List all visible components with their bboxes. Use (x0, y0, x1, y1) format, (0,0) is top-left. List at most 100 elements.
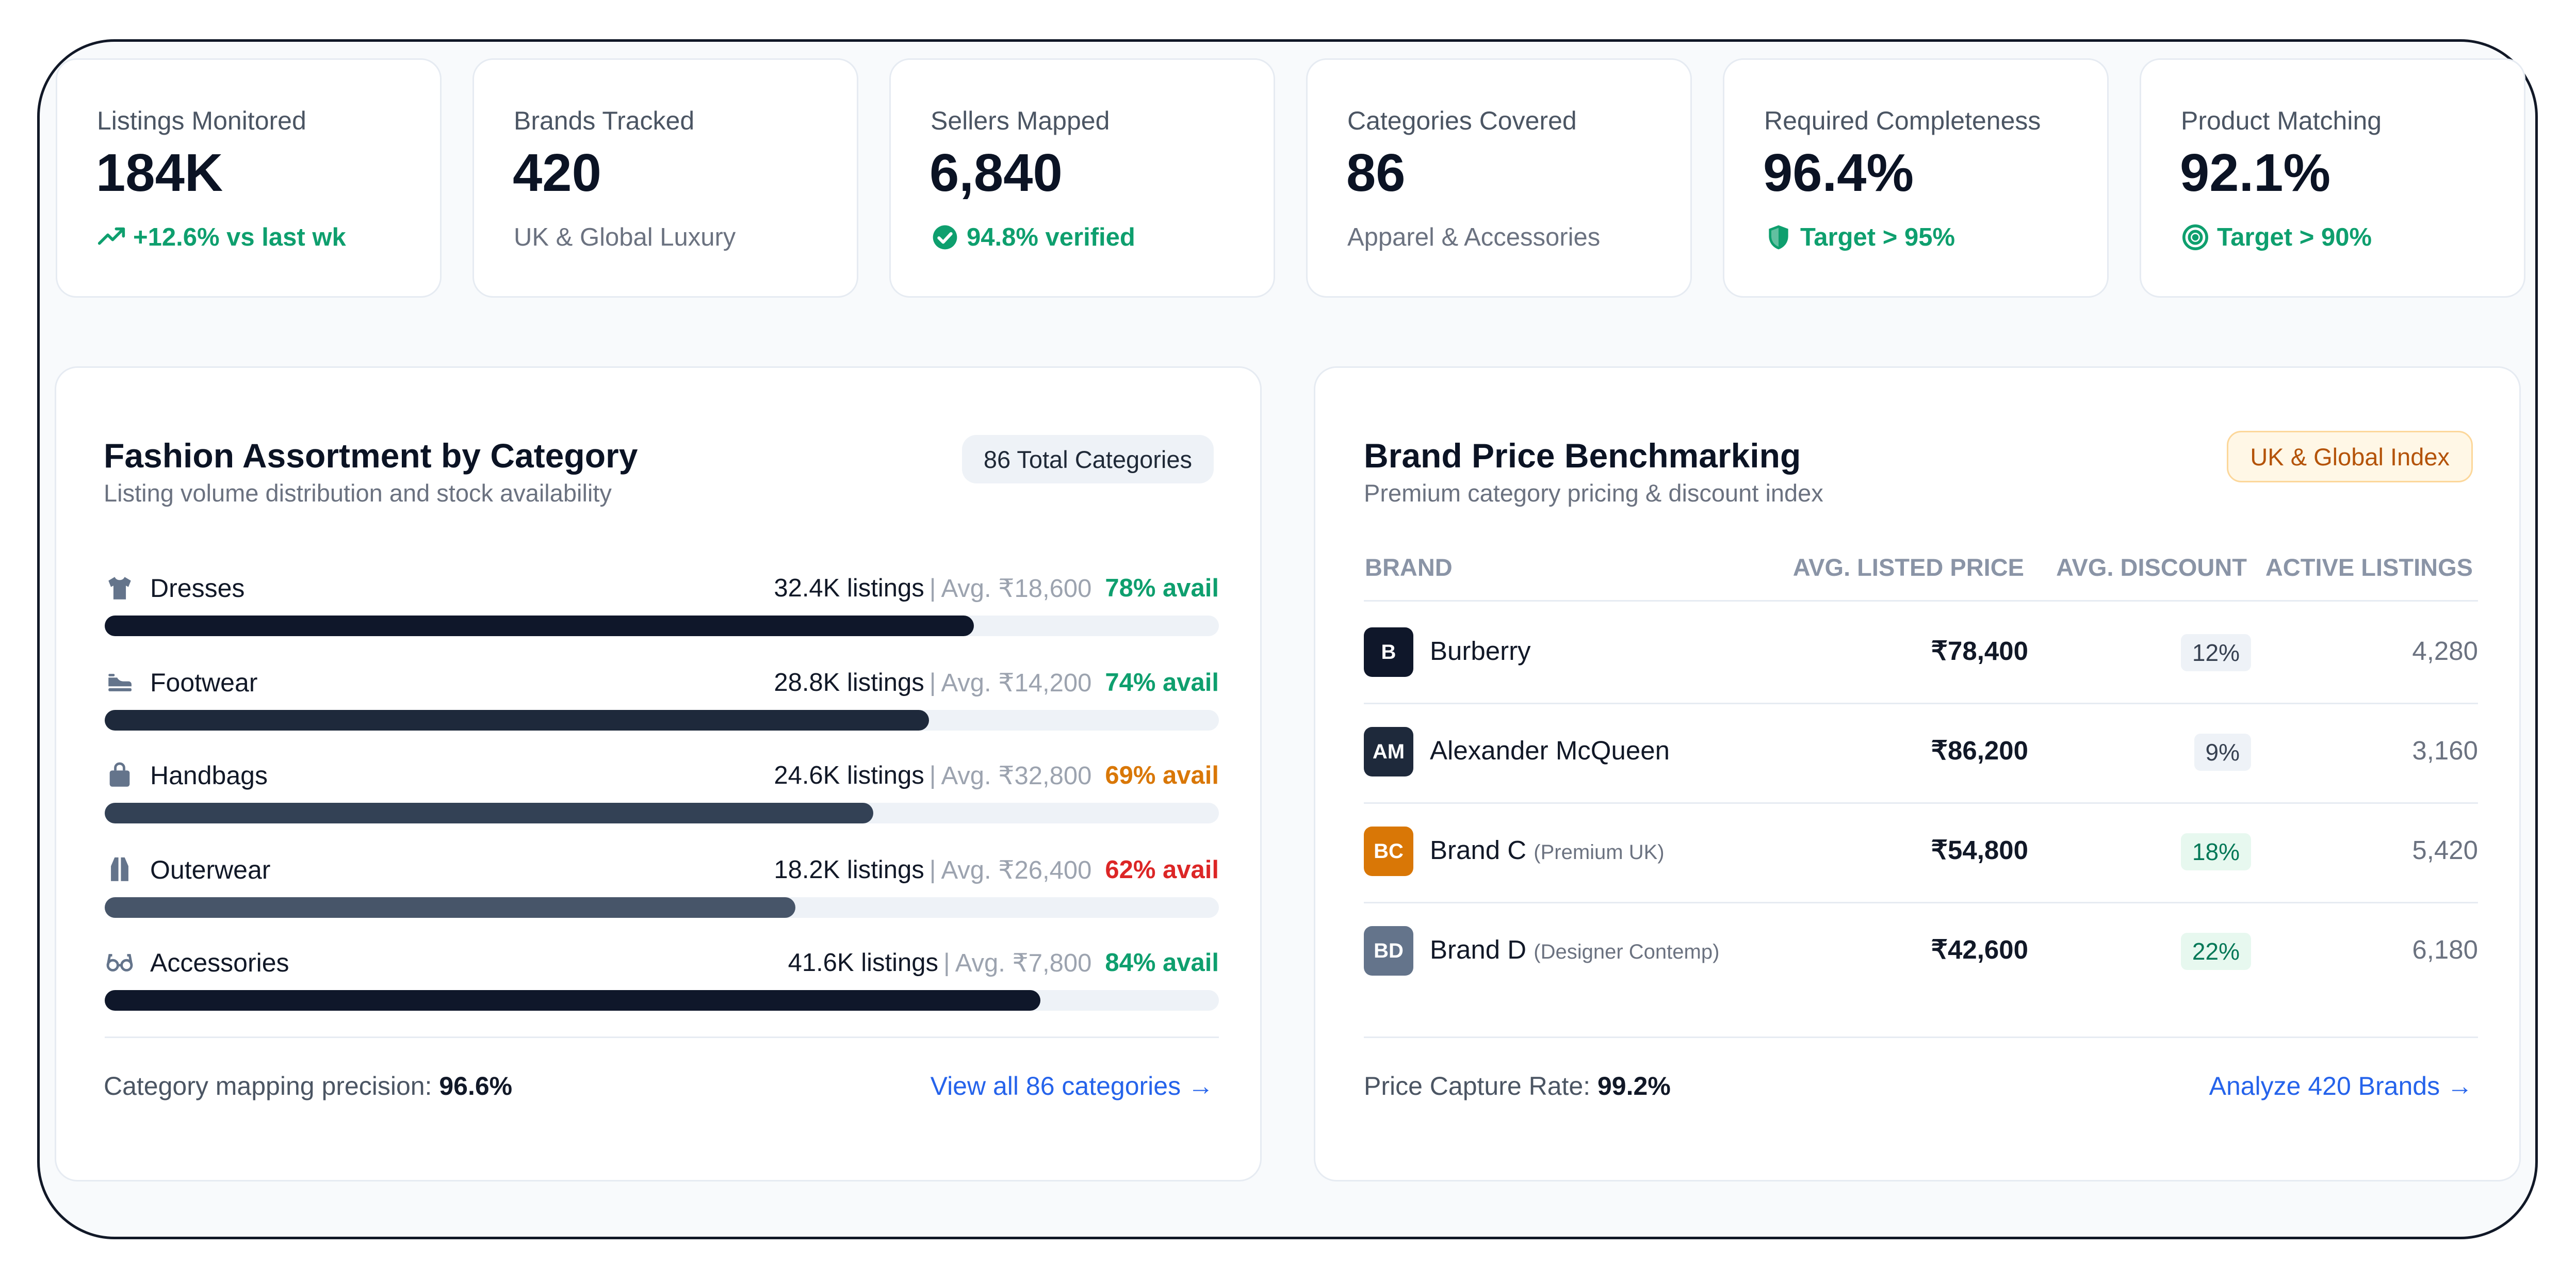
category-meta: 32.4K listings | Avg. ₹18,600 78% avail (774, 572, 1219, 605)
separator: | (929, 669, 936, 697)
row-divider (1364, 802, 2478, 804)
brand-name: Brand D (Designer Contemp) (1430, 934, 1719, 965)
analyze-brands-link[interactable]: Analyze 420 Brands → (2209, 1072, 2473, 1100)
coat-icon (111, 857, 128, 881)
kpi-label: Product Matching (2181, 106, 2382, 135)
separator: | (929, 574, 936, 602)
availability-bar-fill (105, 897, 796, 918)
separator: | (929, 856, 936, 884)
target-icon (2182, 224, 2208, 250)
listing-count: 32.4K listings (774, 574, 924, 602)
brand-label: Burberry (1430, 636, 1531, 666)
panel-title: Fashion Assortment by Category (104, 436, 638, 475)
kpi-sub-text: +12.6% vs last wk (133, 223, 346, 251)
kpi-value: 86 (1346, 143, 1406, 202)
brand-label: Alexander McQueen (1430, 736, 1670, 765)
avg-listed-price: ₹42,600 (1931, 935, 2028, 964)
kpi-card-brands: Brands Tracked 420 UK & Global Luxury (472, 58, 858, 298)
total-categories-badge: 86 Total Categories (961, 435, 1214, 483)
separator: | (929, 762, 936, 789)
category-name: Footwear (105, 666, 257, 699)
kpi-value: 96.4% (1763, 143, 1914, 202)
availability-bar-track (105, 710, 1219, 731)
kpi-sub-text: 94.8% verified (967, 223, 1135, 251)
kpi-label: Listings Monitored (97, 106, 306, 135)
column-header-price[interactable]: AVG. LISTED PRICE (1792, 554, 2024, 581)
kpi-sub: Target > 90% (2181, 223, 2372, 252)
brand-badge: BD (1364, 926, 1413, 976)
brand-badge: AM (1364, 727, 1413, 776)
index-badge: UK & Global Index (2227, 431, 2473, 482)
brand-label: Brand D (1430, 935, 1527, 964)
kpi-label: Categories Covered (1347, 106, 1577, 135)
availability: 84% avail (1105, 949, 1219, 977)
kpi-row: Listings Monitored 184K +12.6% vs last w… (17, 58, 2537, 298)
category-label: Outerwear (150, 855, 271, 884)
active-listings: 4,280 (2412, 636, 2478, 666)
shield-icon (1769, 225, 1788, 250)
availability: 62% avail (1105, 856, 1219, 884)
avg-discount-badge: 9% (2194, 734, 2251, 771)
kpi-label: Brands Tracked (514, 106, 695, 135)
listing-count: 24.6K listings (774, 762, 924, 789)
kpi-card-listings: Listings Monitored 184K +12.6% vs last w… (56, 58, 442, 298)
availability-bar-track (105, 616, 1219, 636)
category-label: Dresses (150, 574, 245, 603)
column-header-brand[interactable]: BRAND (1365, 554, 1453, 581)
category-name: Handbags (105, 759, 268, 792)
panel-subtitle: Listing volume distribution and stock av… (104, 479, 612, 507)
category-row-handbags[interactable]: Handbags 24.6K listings | Avg. ₹32,800 69% … (105, 759, 1219, 836)
brand-name: Alexander McQueen (1430, 735, 1670, 766)
category-label: Footwear (150, 668, 258, 697)
trend-up-icon (97, 227, 125, 245)
kpi-sub-text: UK & Global Luxury (514, 223, 736, 251)
panel-subtitle: Premium category pricing & discount inde… (1364, 479, 1823, 507)
kpi-label: Sellers Mapped (931, 106, 1110, 135)
category-row-footwear[interactable]: Footwear 28.8K listings | Avg. ₹14,200 74% … (105, 666, 1219, 743)
column-header-active[interactable]: ACTIVE LISTINGS (2265, 554, 2473, 581)
active-listings: 5,420 (2412, 835, 2478, 865)
mapping-precision: Category mapping precision: 96.6% (104, 1071, 512, 1101)
column-header-discount[interactable]: AVG. DISCOUNT (2056, 554, 2247, 581)
brand-note: (Designer Contemp) (1534, 941, 1720, 963)
availability: 74% avail (1105, 669, 1219, 697)
kpi-sub-text: Target > 95% (1800, 223, 1955, 251)
avg-listed-price: ₹86,200 (1931, 736, 2028, 765)
view-all-categories-link[interactable]: View all 86 categories → (930, 1072, 1214, 1100)
row-divider (1364, 902, 2478, 903)
category-row-outerwear[interactable]: Outerwear 18.2K listings | Avg. ₹26,400 62%… (105, 853, 1219, 931)
assortment-panel: Fashion Assortment by Category Listing v… (55, 366, 1262, 1181)
bag-icon (109, 762, 130, 787)
category-meta: 18.2K listings | Avg. ₹26,400 62% avail (774, 853, 1219, 886)
check-circle-icon (933, 225, 957, 250)
brand-badge: B (1364, 627, 1413, 677)
category-name: Dresses (105, 572, 244, 605)
kpi-value: 420 (513, 143, 601, 202)
availability: 69% avail (1105, 762, 1219, 789)
category-meta: 41.6K listings | Avg. ₹7,800 84% avail (788, 946, 1219, 979)
table-row[interactable]: AM Alexander McQueen ₹86,200 9% 3,160 (1364, 703, 2478, 802)
active-listings: 3,160 (2412, 736, 2478, 765)
avg-listed-price: ₹54,800 (1931, 835, 2028, 865)
table-row[interactable]: BD Brand D (Designer Contemp) ₹42,600 22… (1364, 902, 2478, 1001)
mapping-precision-label: Category mapping precision: (104, 1072, 432, 1100)
shirt-icon (108, 577, 131, 600)
category-name: Accessories (105, 946, 289, 979)
separator: | (943, 949, 950, 977)
header-divider (1364, 600, 2478, 602)
panel-title: Brand Price Benchmarking (1364, 436, 1801, 475)
availability-bar-track (105, 803, 1219, 823)
availability-bar-fill (105, 803, 874, 823)
availability: 78% avail (1105, 574, 1219, 602)
kpi-sub-text: Target > 90% (2217, 223, 2372, 251)
kpi-label: Required Completeness (1764, 106, 2041, 135)
avg-price: Avg. ₹14,200 (941, 669, 1092, 697)
category-row-accessories[interactable]: Accessories 41.6K listings | Avg. ₹7,800 84… (105, 946, 1219, 1024)
table-row[interactable]: B Burberry ₹78,400 12% 4,280 (1364, 603, 2478, 703)
row-divider (1364, 703, 2478, 704)
availability-bar-track (105, 897, 1219, 918)
table-row[interactable]: BC Brand C (Premium UK) ₹54,800 18% 5,42… (1364, 802, 2478, 902)
kpi-card-sellers: Sellers Mapped 6,840 94.8% verified (889, 58, 1275, 298)
listing-count: 41.6K listings (788, 949, 939, 977)
category-row-dresses[interactable]: Dresses 32.4K listings | Avg. ₹18,600 78% a… (105, 572, 1219, 649)
